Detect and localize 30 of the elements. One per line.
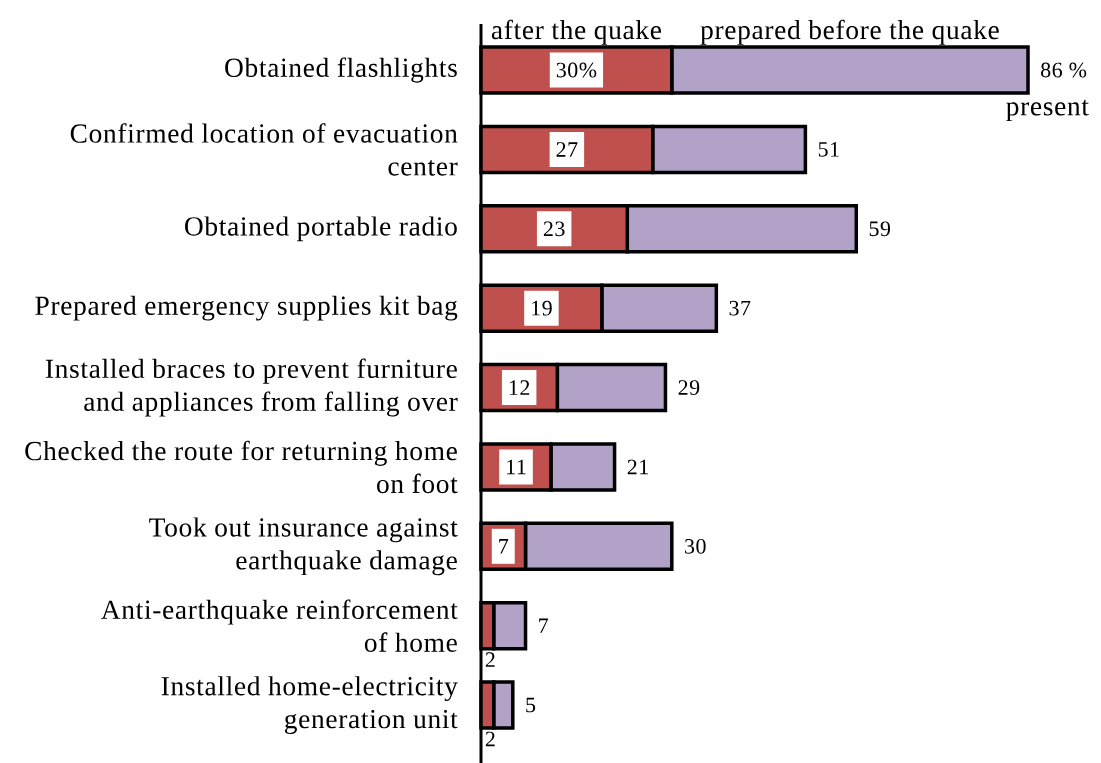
series-label: prepared before the quake bbox=[700, 19, 999, 45]
y-tick-label: Prepared emergency supplies kit bag bbox=[35, 295, 458, 321]
total-label: 30 bbox=[685, 538, 706, 554]
data-label: 27 bbox=[556, 142, 578, 157]
data-label: 19 bbox=[532, 300, 552, 316]
data-label: 12 bbox=[509, 380, 530, 395]
annotation: present bbox=[1006, 99, 1089, 122]
y-tick-label: Confirmed location of evacuation center bbox=[70, 123, 458, 176]
series-label: after the quake bbox=[491, 19, 661, 45]
y-tick-label: Checked the route for returning home on foot bbox=[25, 440, 458, 494]
data-label: 2 bbox=[485, 731, 495, 747]
y-tick-label: Installed home-electricity generation unit bbox=[161, 676, 458, 734]
data-label: 2 bbox=[485, 652, 495, 667]
data-label: 7 bbox=[499, 539, 509, 554]
y-tick-label: Took out insurance against earthquake damage bbox=[149, 517, 458, 576]
total-label: 29 bbox=[678, 380, 700, 395]
total-label: 37 bbox=[729, 300, 751, 316]
y-tick-label: Installed braces to prevent furniture and appliances from falling over bbox=[45, 358, 458, 417]
total-label: 5 bbox=[526, 697, 536, 713]
y-tick-label: Anti-earthquake reinforcement of home bbox=[101, 599, 458, 652]
total-label: 59 bbox=[869, 221, 891, 237]
total-label: 21 bbox=[627, 459, 648, 475]
data-label: 11 bbox=[507, 459, 526, 475]
total-label: 86 % bbox=[1041, 62, 1087, 78]
total-label: 7 bbox=[539, 618, 549, 633]
data-label: 30% bbox=[556, 62, 597, 78]
total-label: 51 bbox=[818, 142, 839, 157]
y-tick-label: Obtained portable radio bbox=[185, 216, 457, 242]
y-tick-label: Obtained flashlights bbox=[225, 57, 457, 83]
data-label: 23 bbox=[543, 221, 565, 237]
